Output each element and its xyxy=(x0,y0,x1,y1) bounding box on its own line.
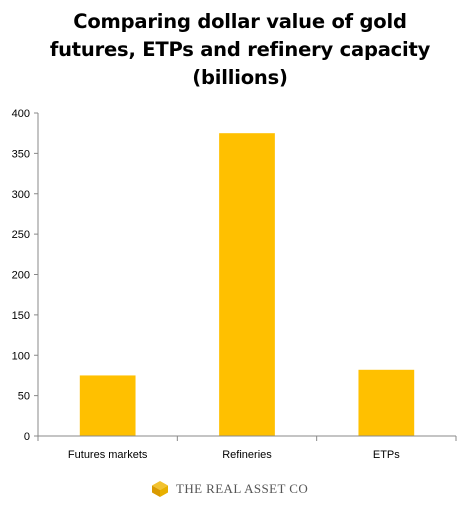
y-axis-ticks: 0 50 100 150 200 250 300 350 400 xyxy=(12,108,38,443)
x-tick-label: Futures markets xyxy=(68,449,148,461)
y-tick-label: 0 xyxy=(24,431,30,443)
y-tick-label: 400 xyxy=(12,108,30,120)
y-tick-label: 150 xyxy=(12,310,30,322)
brand-logo-text: THE REAL ASSET CO xyxy=(176,481,309,496)
y-tick-label: 50 xyxy=(18,391,30,403)
x-axis-labels: Futures markets Refineries ETPs xyxy=(37,436,457,461)
real-asset-logo-icon xyxy=(152,481,168,497)
y-tick-label: 200 xyxy=(12,270,30,282)
x-tick-label: Refineries xyxy=(222,449,272,461)
bars xyxy=(79,133,415,436)
y-tick-label: 350 xyxy=(12,148,30,160)
y-tick-label: 300 xyxy=(12,189,30,201)
y-tick-label: 250 xyxy=(12,229,30,241)
chart-title: Comparing dollar value of gold futures, … xyxy=(49,10,431,89)
brand-logo: THE REAL ASSET CO xyxy=(150,479,330,499)
bar-futures-markets xyxy=(79,375,136,436)
bar-refineries xyxy=(219,133,275,436)
bar-etps xyxy=(358,369,415,436)
y-tick-label: 100 xyxy=(12,350,30,362)
x-tick-label: ETPs xyxy=(373,449,400,461)
